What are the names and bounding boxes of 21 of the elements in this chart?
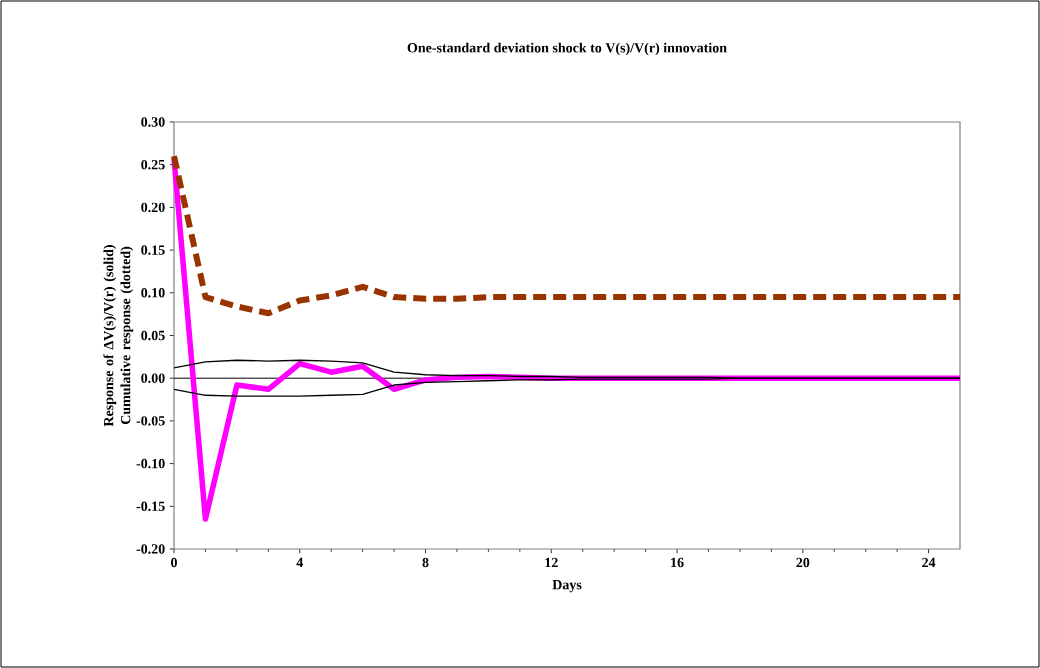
y-axis-title: Response of ΔV(s)/V(r) (solid) Cumulative response (dotted) <box>103 245 134 427</box>
y-tick-label: 0.20 <box>141 202 165 213</box>
y-tick-label: 0.25 <box>141 159 165 170</box>
x-tick-label: 0 <box>171 557 177 568</box>
x-tick-label: 4 <box>296 557 304 567</box>
x-tick-label: 16 <box>671 557 684 568</box>
x-axis-title: Days <box>552 580 582 593</box>
y-tick-label: 0.10 <box>141 288 165 298</box>
y-tick-label: -0.20 <box>136 544 165 554</box>
x-tick-label: 24 <box>922 557 936 568</box>
y-tick-label: 0.05 <box>141 330 165 341</box>
chart-title: One-standard deviation shock to V(s)/V(r) innovation <box>407 42 727 56</box>
y-tick-label: 0.15 <box>141 245 165 255</box>
x-tick-label: 12 <box>545 557 558 568</box>
y-tick-label: -0.10 <box>136 458 165 469</box>
x-tick-label: 20 <box>796 557 810 568</box>
y-tick-label: 0.00 <box>141 373 165 383</box>
x-tick-label: 8 <box>422 557 429 568</box>
y-tick-label: -0.05 <box>136 416 165 426</box>
y-tick-label: -0.15 <box>136 501 165 512</box>
y-tick-label: 0.30 <box>141 117 165 127</box>
